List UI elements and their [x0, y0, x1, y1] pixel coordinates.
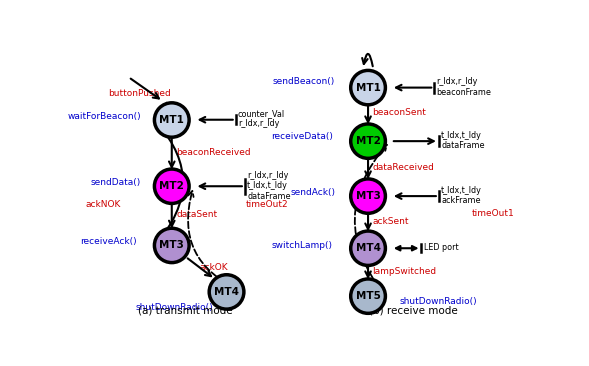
Text: MT2: MT2: [356, 136, 380, 146]
Text: (b) receive mode: (b) receive mode: [369, 306, 458, 316]
Text: timeOut1: timeOut1: [471, 209, 514, 217]
Text: timeOut2: timeOut2: [246, 200, 288, 209]
Text: switchLamp(): switchLamp(): [272, 241, 333, 250]
Text: waitForBeacon(): waitForBeacon(): [68, 112, 141, 121]
Text: MT3: MT3: [160, 240, 184, 250]
Text: MT3: MT3: [356, 191, 380, 201]
Text: dataSent: dataSent: [176, 210, 217, 220]
Text: dataReceived: dataReceived: [373, 163, 435, 172]
Ellipse shape: [154, 169, 189, 203]
Text: ackSent: ackSent: [373, 217, 409, 226]
Text: ackOK: ackOK: [199, 264, 228, 272]
Text: sendBeacon(): sendBeacon(): [273, 78, 335, 86]
Text: MT4: MT4: [214, 287, 239, 297]
Text: t_ldx,t_ldy
dataFrame: t_ldx,t_ldy dataFrame: [441, 131, 485, 150]
Text: t_ldx,t_ldy
ackFrame: t_ldx,t_ldy ackFrame: [441, 186, 482, 205]
Text: (a) transmit mode: (a) transmit mode: [138, 306, 233, 316]
Ellipse shape: [350, 70, 385, 105]
Text: r_ldx,r_ldy
t_ldx,t_ldy
dataFrame: r_ldx,r_ldy t_ldx,t_ldy dataFrame: [247, 171, 290, 201]
Text: lampSwitched: lampSwitched: [373, 267, 436, 276]
Ellipse shape: [154, 103, 189, 137]
Text: beaconSent: beaconSent: [373, 108, 426, 117]
Ellipse shape: [350, 231, 385, 265]
Ellipse shape: [350, 279, 385, 313]
Text: receiveAck(): receiveAck(): [80, 237, 137, 246]
Ellipse shape: [350, 179, 385, 213]
Ellipse shape: [350, 124, 385, 158]
Text: shutDownRadio(): shutDownRadio(): [135, 303, 213, 312]
Text: MT5: MT5: [356, 291, 380, 301]
Ellipse shape: [209, 275, 244, 309]
Text: receiveData(): receiveData(): [271, 132, 333, 141]
Text: LED port: LED port: [423, 243, 458, 253]
Ellipse shape: [154, 228, 189, 263]
Text: beaconReceived: beaconReceived: [176, 148, 251, 157]
Text: MT1: MT1: [356, 83, 380, 93]
Text: shutDownRadio(): shutDownRadio(): [400, 297, 478, 306]
Text: buttonPushed: buttonPushed: [108, 89, 171, 98]
Text: r_ldx,r_ldy
beaconFrame: r_ldx,r_ldy beaconFrame: [436, 77, 491, 97]
Text: MT2: MT2: [160, 181, 184, 191]
Text: counter_Val
r_ldx,r_ldy: counter_Val r_ldx,r_ldy: [238, 109, 285, 128]
Text: MT1: MT1: [160, 115, 184, 125]
Text: ackNOK: ackNOK: [85, 200, 120, 209]
Text: sendData(): sendData(): [91, 178, 141, 187]
Text: sendAck(): sendAck(): [290, 188, 335, 197]
Text: MT4: MT4: [356, 243, 380, 253]
